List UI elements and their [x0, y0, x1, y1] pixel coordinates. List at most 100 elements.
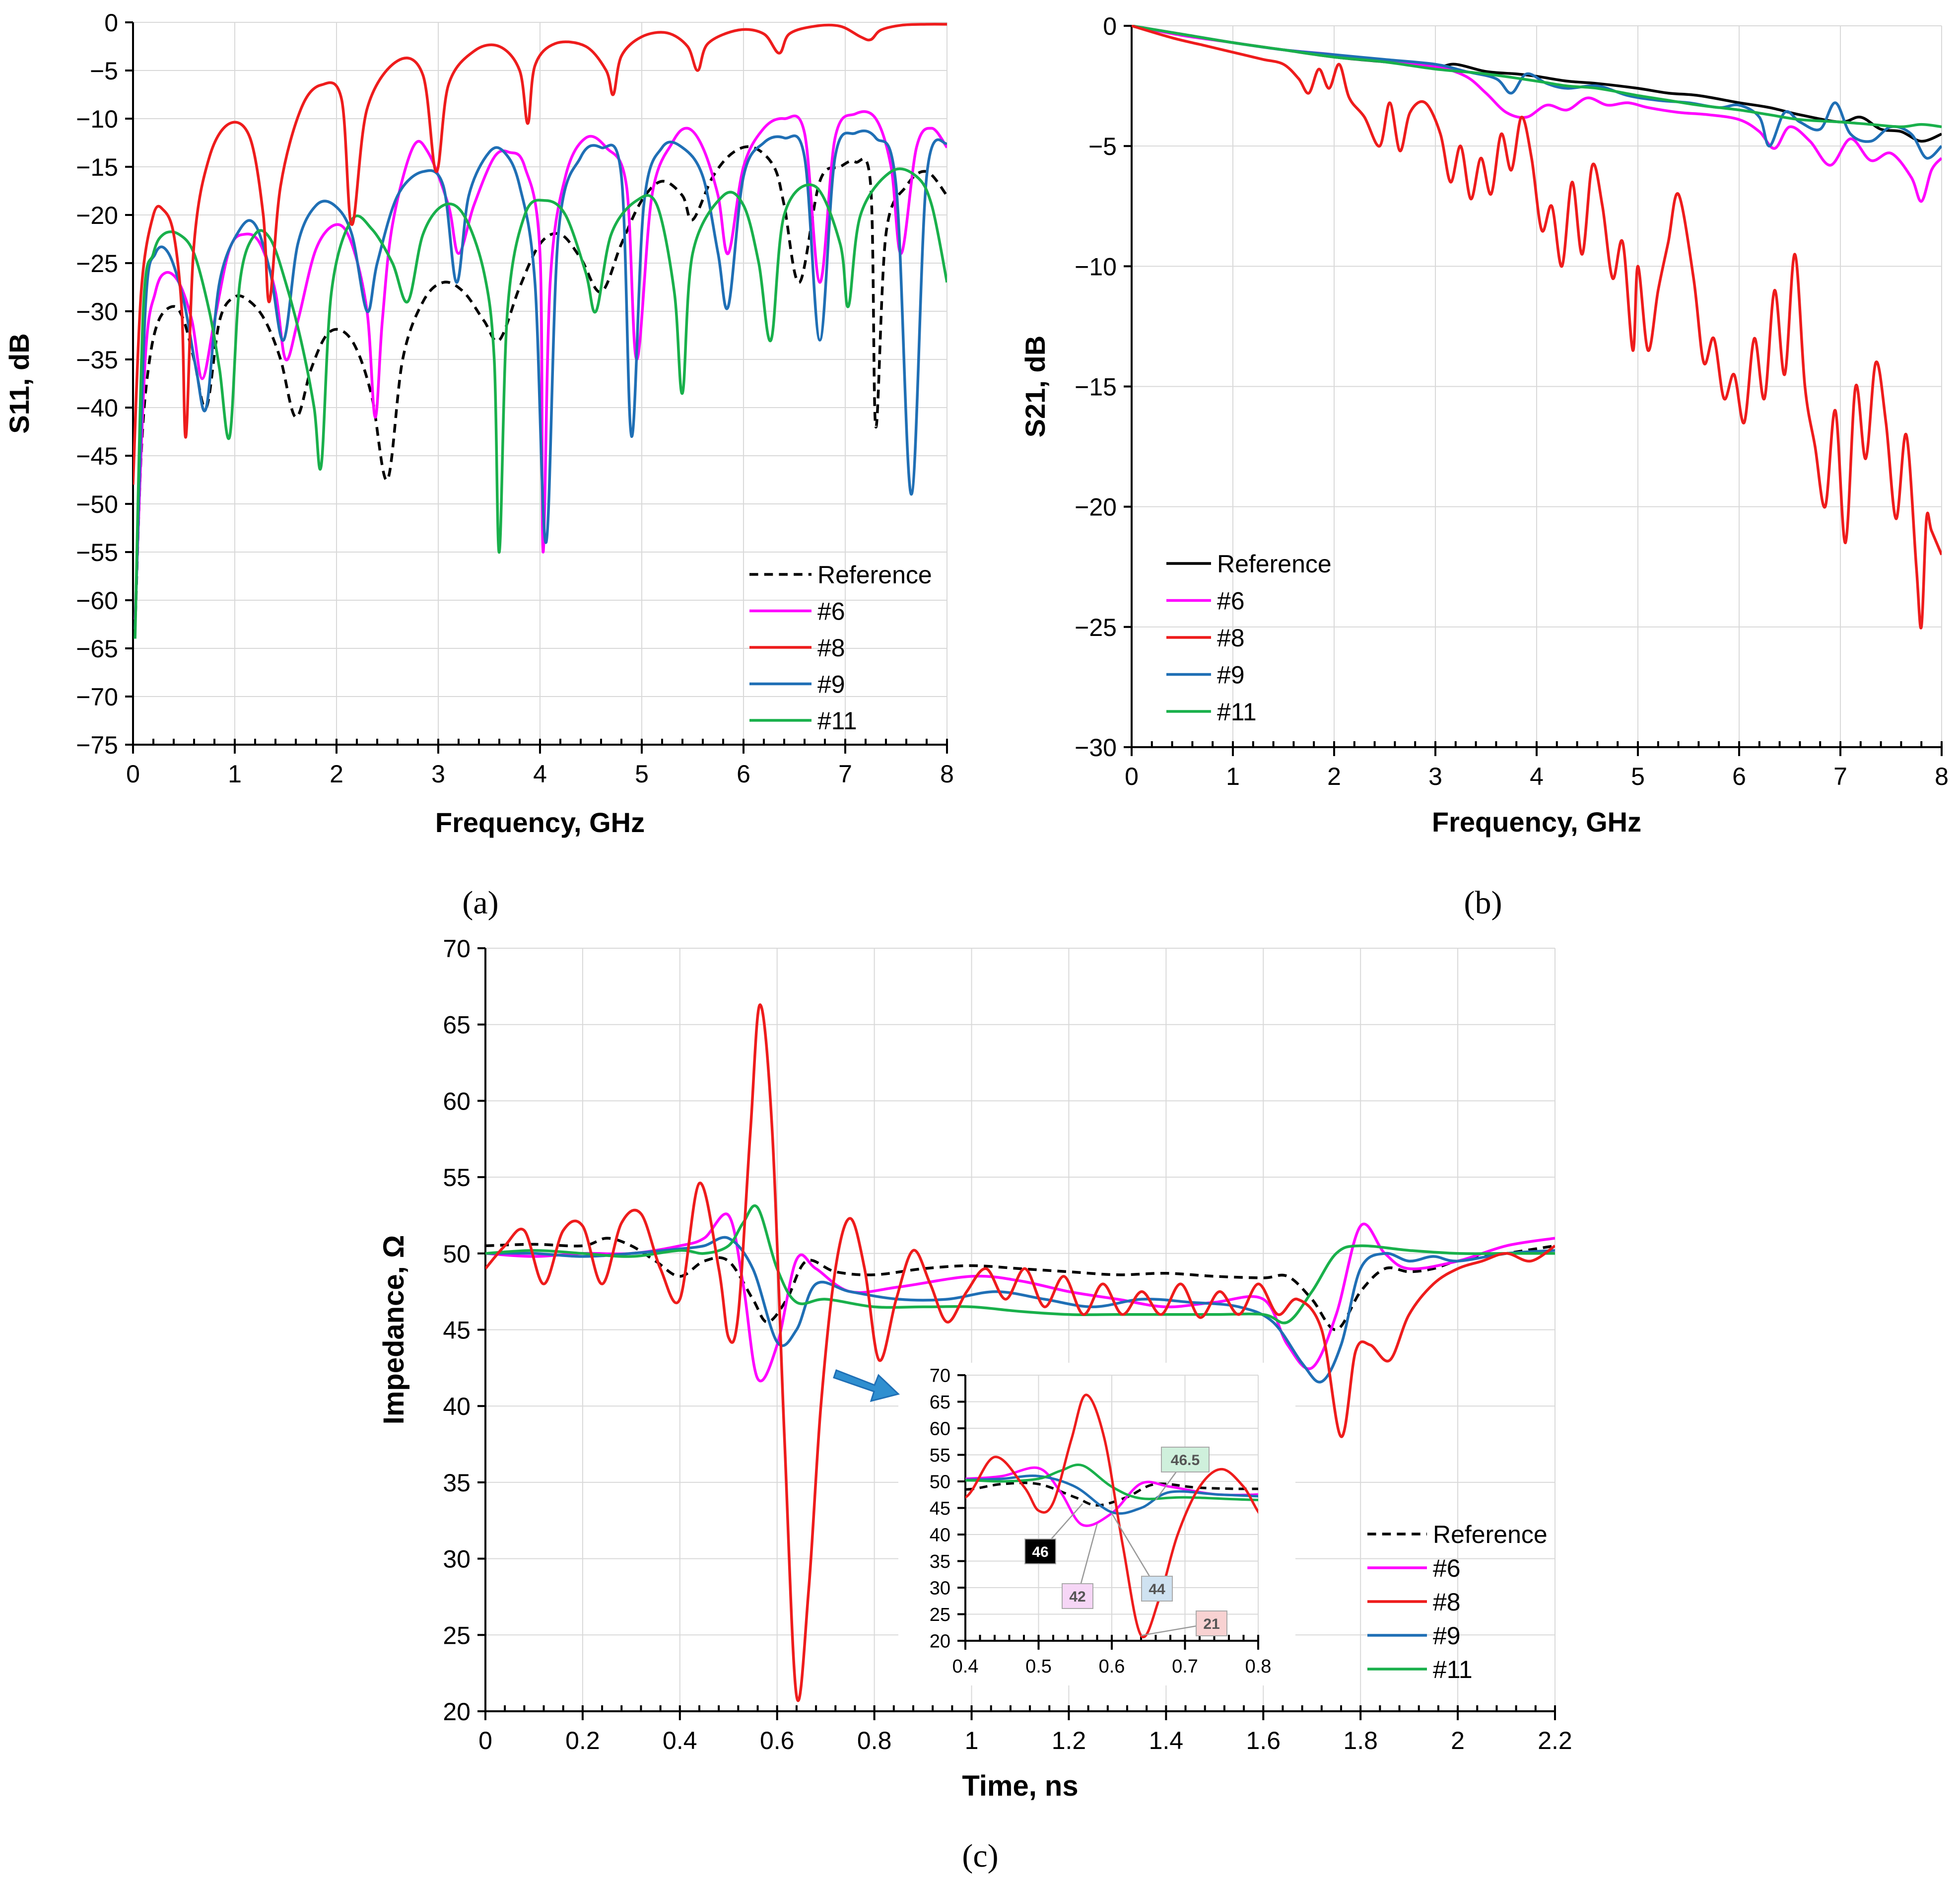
legend-label: Reference: [1433, 1521, 1548, 1548]
y-tick-label: −45: [76, 442, 118, 470]
x-tick-label: 4: [533, 760, 547, 788]
legend-label: #9: [1433, 1622, 1461, 1650]
y-tick-label: 0: [1103, 12, 1117, 40]
x-tick-label: 1: [965, 1727, 979, 1754]
x-tick-label: 3: [431, 760, 445, 788]
x-tick-label: 5: [635, 760, 649, 788]
y-tick-label: −25: [76, 250, 118, 278]
x-tick-label: 0.5: [1025, 1656, 1052, 1677]
x-tick-label: 0.2: [565, 1727, 600, 1754]
series-line-n6: [134, 110, 947, 620]
y-tick-label: −15: [1075, 373, 1117, 401]
x-tick-label: 0: [126, 760, 140, 788]
x-axis-title: Time, ns: [962, 1770, 1078, 1802]
x-tick-label: 8: [940, 760, 954, 788]
x-tick-label: 1.4: [1149, 1727, 1184, 1754]
y-tick-label: −10: [1075, 253, 1117, 280]
series-line-reference: [965, 1481, 1258, 1507]
y-axis-title: Impedance, Ω: [378, 1235, 410, 1425]
y-tick-label: 40: [930, 1525, 950, 1546]
legend-label: #8: [1217, 624, 1245, 652]
series-line-n6: [485, 1212, 1555, 1383]
y-tick-label: 30: [930, 1578, 950, 1599]
y-tick-label: 65: [443, 1011, 471, 1039]
series-line-n8: [965, 1394, 1258, 1638]
y-tick-label: −5: [1088, 133, 1117, 160]
y-tick-label: 70: [930, 1366, 950, 1387]
x-tick-label: 0.7: [1172, 1656, 1198, 1677]
x-tick-label: 7: [1833, 763, 1847, 790]
y-tick-label: −55: [76, 539, 118, 566]
x-tick-label: 5: [1631, 763, 1645, 790]
x-axis-title: Frequency, GHz: [435, 807, 645, 838]
series-line-n11: [965, 1464, 1258, 1501]
y-tick-label: 25: [930, 1605, 950, 1625]
y-tick-label: 55: [930, 1445, 950, 1466]
x-tick-label: 6: [1732, 763, 1746, 790]
x-tick-label: 1.2: [1052, 1727, 1086, 1754]
callout-box: [1062, 1583, 1093, 1609]
x-tick-label: 0: [478, 1727, 492, 1754]
y-tick-label: −60: [76, 587, 118, 615]
y-tick-label: −70: [76, 683, 118, 711]
legend: Reference #6 #8 #9 #11: [1166, 550, 1332, 726]
y-tick-label: −5: [90, 57, 118, 85]
series-line-n11: [1132, 25, 1942, 129]
y-tick-label: 20: [930, 1631, 950, 1652]
legend-label: #11: [1433, 1656, 1473, 1683]
legend-label: #9: [817, 671, 845, 699]
x-tick-label: 0.4: [952, 1656, 979, 1677]
y-tick-label: 70: [443, 935, 471, 963]
y-tick-label: −75: [76, 731, 118, 759]
x-tick-label: 7: [838, 760, 852, 788]
y-axis-title: S11, dB: [3, 333, 35, 433]
callout-box: [1161, 1447, 1210, 1472]
callout-box: [1141, 1576, 1173, 1602]
y-tick-label: −20: [1075, 493, 1117, 521]
x-tick-label: 0.8: [857, 1727, 892, 1754]
legend: Reference #6 #8 #9 #11: [1367, 1521, 1548, 1683]
series-group: [1132, 25, 1942, 629]
legend-label: #9: [1217, 661, 1245, 689]
y-tick-label: 55: [443, 1164, 471, 1191]
x-tick-label: 2: [1451, 1727, 1465, 1754]
legend-label: Reference: [1217, 550, 1332, 578]
callout-value-label: 44: [1149, 1581, 1165, 1598]
callout-box: [1024, 1538, 1056, 1564]
y-tick-label: 35: [930, 1551, 950, 1572]
y-tick-label: 25: [443, 1621, 471, 1649]
y-tick-label: 65: [930, 1392, 950, 1413]
y-tick-label: −30: [76, 298, 118, 326]
callout-box: [1196, 1610, 1227, 1636]
legend-label: #8: [1433, 1588, 1461, 1616]
x-tick-label: 1.8: [1343, 1727, 1378, 1754]
x-tick-label: 0: [1125, 763, 1139, 790]
y-tick-label: −40: [76, 394, 118, 422]
y-tick-label: 20: [443, 1698, 471, 1726]
series-line-n8: [485, 1003, 1555, 1702]
y-tick-label: −10: [76, 105, 118, 133]
panel-label-b: (b): [1464, 885, 1502, 921]
panel-a-chart: 0 1 2 3 4 5 6 7 8 0 −5 −10 −15 −20 −25 −30 −35 −40 −45 −50 −…: [3, 9, 954, 838]
y-tick-label: −35: [76, 346, 118, 374]
x-tick-label: 2: [1327, 763, 1341, 790]
y-tick-label: 30: [443, 1545, 471, 1573]
x-tick-label: 1: [228, 760, 242, 788]
y-tick-label: −20: [76, 202, 118, 229]
x-axis-title: Frequency, GHz: [1432, 806, 1641, 838]
panel-b-chart: 0 1 2 3 4 5 6 7 8 0 −5 −10 −15 −20 −25 −30 Frequency, GH…: [1019, 12, 1949, 838]
series-line-n8: [133, 23, 947, 485]
y-tick-label: 50: [930, 1472, 950, 1493]
y-tick-label: −30: [1075, 734, 1117, 762]
legend-label: #11: [1217, 698, 1257, 726]
panel-label-c: (c): [962, 1838, 998, 1874]
series-line-n9: [485, 1236, 1555, 1384]
legend-label: Reference: [817, 561, 932, 589]
panel-label-a: (a): [462, 885, 498, 921]
y-tick-label: 45: [443, 1317, 471, 1344]
y-tick-label: 50: [443, 1240, 471, 1268]
y-tick-label: −50: [76, 490, 118, 518]
x-tick-label: 2: [330, 760, 343, 788]
x-tick-label: 0.8: [1245, 1656, 1272, 1677]
